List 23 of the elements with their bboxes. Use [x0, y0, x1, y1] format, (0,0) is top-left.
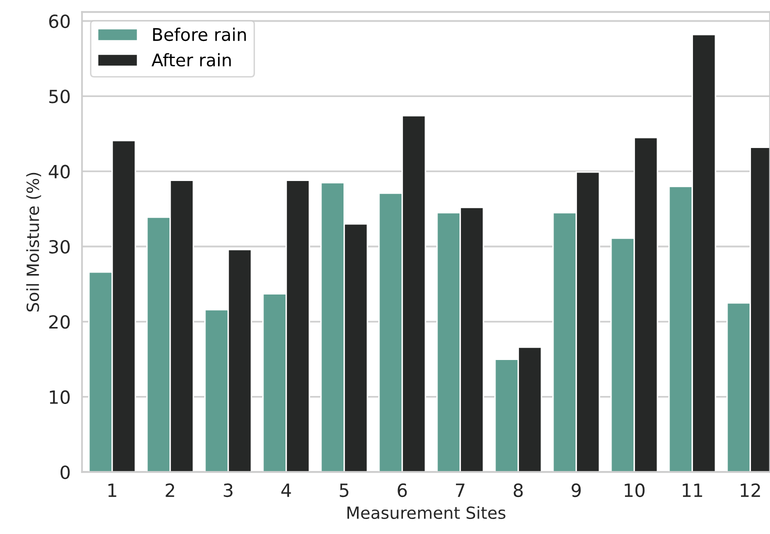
y-tick-label: 50 [49, 90, 70, 104]
y-tick-label: 0 [60, 465, 70, 480]
y-tick-label: 20 [49, 315, 70, 329]
y-tick-label: 40 [48, 164, 70, 178]
x-tick-label: 9 [572, 483, 581, 498]
y-tick-label: 30 [49, 240, 70, 254]
y-tick-label: 60 [49, 14, 70, 28]
legend-label: Before rain [153, 28, 246, 42]
x-tick-label: 5 [340, 484, 348, 498]
x-tick-label: 7 [456, 484, 464, 497]
x-tick-label: 10 [624, 483, 645, 498]
x-tick-label: 12 [740, 483, 760, 497]
x-tick-label: 4 [281, 484, 291, 497]
x-tick-label: 2 [166, 483, 174, 497]
x-tick-label: 3 [224, 483, 232, 498]
y-tick-label: 10 [50, 390, 70, 404]
x-tick-label: 1 [108, 484, 116, 497]
x-tick-label: 8 [514, 483, 523, 498]
y-axis-title: Soil Moisture (%) [26, 172, 42, 312]
x-axis-title: Measurement Sites [347, 506, 506, 520]
legend-label: After rain [152, 53, 231, 67]
x-tick-label: 6 [398, 483, 407, 498]
x-tick-label: 11 [682, 484, 702, 497]
